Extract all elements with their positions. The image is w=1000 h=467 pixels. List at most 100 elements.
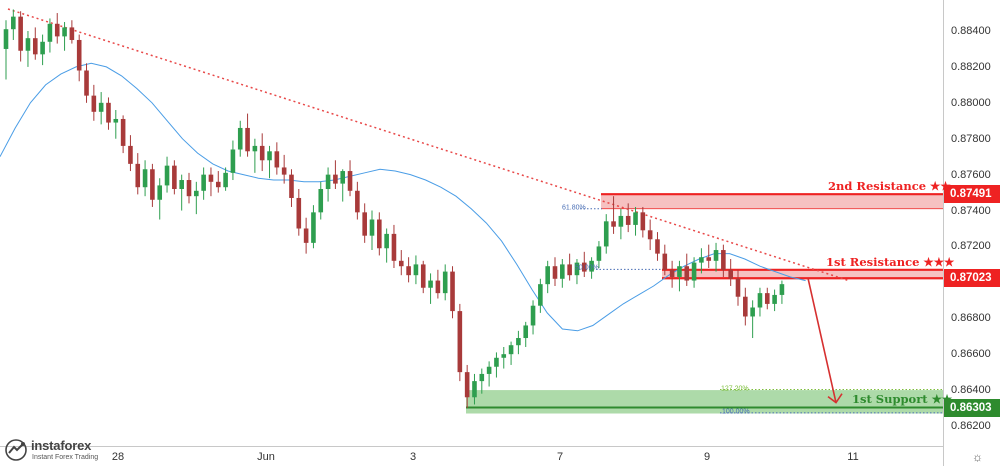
candle-body <box>259 145 265 161</box>
support-zone-label: 1st Support ★★ <box>852 392 953 407</box>
candle <box>303 217 309 254</box>
candle <box>435 269 441 299</box>
candle <box>589 257 594 279</box>
candle <box>318 181 324 220</box>
candle <box>150 163 155 207</box>
candle-body <box>135 163 141 188</box>
candle <box>32 27 38 60</box>
candle-body <box>267 151 272 161</box>
candle-body <box>779 284 785 295</box>
candle-body <box>391 233 397 261</box>
time-axis[interactable]: 28 Jun 3 7 9 11 <box>0 446 943 467</box>
candle-body <box>194 190 199 197</box>
candle-body <box>603 221 609 247</box>
time-tick-label: Jun <box>257 451 275 463</box>
candle-body <box>618 215 624 227</box>
candle <box>442 264 448 301</box>
candle-body <box>538 284 543 306</box>
candle-body <box>128 145 133 164</box>
candle <box>560 259 565 288</box>
candle-body <box>179 180 184 189</box>
candle-body <box>355 190 360 213</box>
candle-body <box>398 260 404 267</box>
candle-body <box>252 145 258 152</box>
price-tick-label: 0.86200 <box>951 420 991 432</box>
resistance-zone-label: 2nd Resistance ★★ <box>828 179 951 194</box>
candle-body <box>420 264 426 288</box>
candle <box>772 289 777 312</box>
candle-body <box>523 325 529 339</box>
chart-plot-area[interactable] <box>0 0 943 446</box>
candle-body <box>750 307 755 317</box>
candle <box>596 241 602 268</box>
fib-level-label: 100.00% <box>722 408 750 416</box>
candle-body <box>237 127 243 150</box>
instaforex-logo: instaforex Instant Forex Trading <box>4 436 124 466</box>
gear-icon[interactable]: ☼ <box>972 450 983 464</box>
candle <box>699 248 704 274</box>
candle <box>581 251 587 277</box>
candle <box>259 133 265 172</box>
candle <box>201 167 206 200</box>
time-tick-label: 9 <box>703 451 711 463</box>
price-tick-label: 0.87400 <box>951 204 991 217</box>
candle <box>179 174 184 211</box>
candle-body <box>764 293 770 304</box>
candle <box>91 84 97 121</box>
candle-body <box>201 174 206 191</box>
candle-body <box>333 174 338 184</box>
candle-body <box>215 181 221 188</box>
candle-body <box>581 262 587 272</box>
candle-body <box>84 70 89 96</box>
candle <box>98 92 104 125</box>
candle <box>523 321 529 347</box>
candle <box>618 208 624 240</box>
candle-body <box>721 250 726 270</box>
price-tick-label: 0.87200 <box>951 240 991 253</box>
candle <box>25 31 31 67</box>
candle-body <box>596 246 602 261</box>
price-axis[interactable]: 0.88400 0.88200 0.88000 0.87800 0.87600 0.874… <box>943 0 1000 466</box>
candle <box>325 167 331 202</box>
candle <box>625 203 631 233</box>
candle <box>120 115 126 154</box>
candle <box>647 219 653 251</box>
candle <box>486 361 492 387</box>
candle-body <box>245 127 250 152</box>
candle-body <box>413 264 419 276</box>
candle <box>377 212 382 256</box>
candle <box>62 22 67 51</box>
candle-body <box>772 294 777 304</box>
candle <box>135 153 141 195</box>
candle <box>281 154 287 184</box>
candle-body <box>377 219 382 249</box>
candle-body <box>655 239 660 254</box>
candle-body <box>684 266 690 281</box>
candle <box>362 203 367 243</box>
candle <box>611 196 616 234</box>
fib-level-label: 50.00% <box>575 264 599 272</box>
candle-body <box>574 262 580 276</box>
candle-body <box>442 271 448 294</box>
candle-body <box>164 165 170 186</box>
candle <box>552 257 558 286</box>
candle <box>245 113 250 157</box>
candle-body <box>494 357 499 367</box>
candle <box>289 169 294 207</box>
candle-body <box>3 29 9 49</box>
candle-body <box>625 215 631 225</box>
candle <box>530 300 536 335</box>
candle <box>54 13 60 44</box>
price-tick-label: 0.88200 <box>951 60 991 73</box>
candle <box>355 181 360 220</box>
candle-body <box>296 197 302 229</box>
price-tick-label: 0.86800 <box>951 312 991 325</box>
candle-body <box>281 167 287 175</box>
resistance-zone-2 <box>662 269 943 279</box>
candle-body <box>208 174 214 182</box>
candle <box>538 278 543 313</box>
candle-body <box>560 264 565 279</box>
candle <box>603 214 609 254</box>
resistance-price-badge: 0.87023 <box>944 269 1000 288</box>
